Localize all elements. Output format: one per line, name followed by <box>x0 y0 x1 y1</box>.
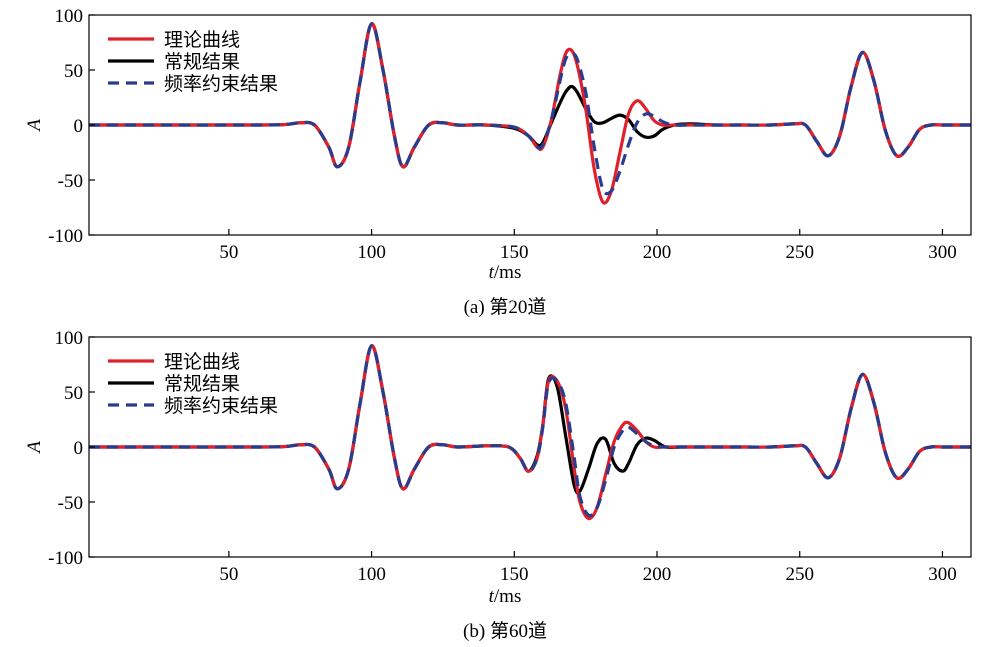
y-tick-label: -50 <box>58 171 83 192</box>
y-tick-label: -100 <box>48 548 83 569</box>
legend-label: 常规结果 <box>164 373 240 395</box>
plot-area-b <box>89 344 971 521</box>
y-axis-title-a: A <box>24 119 45 133</box>
x-tick-label: 150 <box>500 242 529 263</box>
legend-label: 频率约束结果 <box>164 73 278 95</box>
x-tick-label: 200 <box>643 242 672 263</box>
legend-label: 频率约束结果 <box>164 395 278 417</box>
caption-a: (a) 第20道 <box>464 296 547 318</box>
y-tick-label: 100 <box>55 6 84 27</box>
ticks-a: 50 100 150 200 250 300 -100 -50 0 50 100 <box>48 6 957 263</box>
legend-label: 常规结果 <box>164 51 240 73</box>
y-axis-title-b: A <box>24 441 45 455</box>
y-tick-label: 50 <box>64 383 83 404</box>
x-tick-label: 100 <box>357 242 386 263</box>
plot-area-a <box>89 22 971 205</box>
y-tick-label: 50 <box>64 61 83 82</box>
x-axis-title-a-unit: /ms <box>494 262 521 283</box>
x-tick-label: 250 <box>785 564 814 585</box>
legend-label: 理论曲线 <box>164 29 240 51</box>
x-tick-label: 50 <box>219 242 238 263</box>
x-tick-label: 50 <box>219 564 238 585</box>
panel-a: 50 100 150 200 250 300 -100 -50 0 50 100 t/ms A 理论… <box>24 6 972 318</box>
x-axis-title-a: t/ms <box>489 262 522 283</box>
x-axis-title-b-var: t <box>489 586 495 607</box>
y-tick-label: -50 <box>58 493 83 514</box>
y-tick-label: 100 <box>55 328 84 349</box>
panel-b: 50 100 150 200 250 300 -100 -50 0 50 100 t/ms A 理论… <box>24 328 972 642</box>
x-axis-title-b-unit: /ms <box>494 586 521 607</box>
caption-b: (b) 第60道 <box>463 620 547 642</box>
series-line-a-3 <box>89 22 971 196</box>
y-tick-label: -100 <box>48 226 83 247</box>
x-axis-title-b: t/ms <box>489 586 522 607</box>
x-tick-label: 200 <box>643 564 672 585</box>
legend-label: 理论曲线 <box>164 351 240 373</box>
ticks-b: 50 100 150 200 250 300 -100 -50 0 50 100 <box>48 328 957 585</box>
x-axis-title-a-var: t <box>489 262 495 283</box>
y-tick-label: 0 <box>74 438 84 459</box>
x-tick-label: 250 <box>785 242 814 263</box>
x-tick-label: 100 <box>357 564 386 585</box>
x-tick-label: 300 <box>928 564 957 585</box>
y-tick-label: 0 <box>74 116 84 137</box>
series-line-b-3 <box>89 344 971 518</box>
x-tick-label: 300 <box>928 242 957 263</box>
x-tick-label: 150 <box>500 564 529 585</box>
